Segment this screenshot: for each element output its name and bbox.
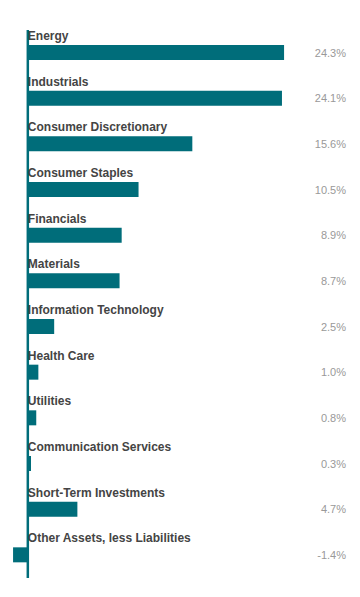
svg-text:Materials: Materials [28, 257, 80, 271]
svg-text:15.6%: 15.6% [315, 138, 346, 150]
svg-text:2.5%: 2.5% [321, 321, 346, 333]
svg-text:0.3%: 0.3% [321, 458, 346, 470]
svg-text:Financials: Financials [28, 212, 87, 226]
svg-text:10.5%: 10.5% [315, 184, 346, 196]
svg-text:4.7%: 4.7% [321, 503, 346, 515]
svg-text:24.1%: 24.1% [315, 92, 346, 104]
svg-text:Short-Term Investments: Short-Term Investments [28, 486, 165, 500]
svg-text:Industrials: Industrials [28, 75, 89, 89]
svg-text:0.8%: 0.8% [321, 412, 346, 424]
svg-text:Communication Services: Communication Services [28, 440, 172, 454]
svg-text:-1.4%: -1.4% [317, 549, 346, 561]
svg-text:Utilities: Utilities [28, 394, 72, 408]
svg-text:8.9%: 8.9% [321, 229, 346, 241]
svg-text:Other Assets, less Liabilities: Other Assets, less Liabilities [28, 531, 191, 545]
svg-text:Health Care: Health Care [28, 349, 95, 363]
svg-text:Energy: Energy [28, 29, 69, 43]
svg-text:Information Technology: Information Technology [28, 303, 164, 317]
svg-text:1.0%: 1.0% [321, 366, 346, 378]
svg-text:Consumer Discretionary: Consumer Discretionary [28, 120, 168, 134]
svg-text:8.7%: 8.7% [321, 275, 346, 287]
svg-text:24.3%: 24.3% [315, 47, 346, 59]
svg-text:Consumer Staples: Consumer Staples [28, 166, 134, 180]
